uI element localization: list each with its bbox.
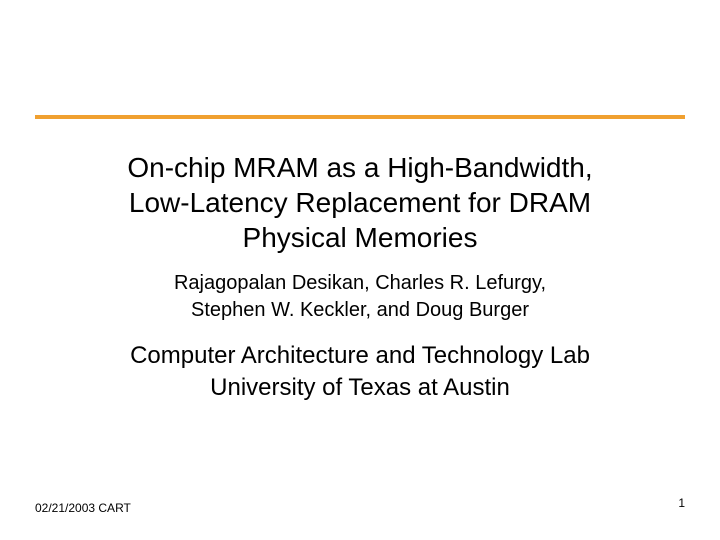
- title-line-1: On-chip MRAM as a High-Bandwidth,: [127, 152, 592, 183]
- authors-line-2: Stephen W. Keckler, and Doug Burger: [191, 299, 529, 321]
- footer-date: 02/21/2003 CART: [35, 501, 131, 515]
- affil-line-1: Computer Architecture and Technology Lab: [130, 342, 590, 369]
- affiliation: Computer Architecture and Technology Lab…: [80, 340, 640, 405]
- title-line-3: Physical Memories: [243, 222, 478, 253]
- affil-line-2: University of Texas at Austin: [210, 374, 510, 401]
- authors: Rajagopalan Desikan, Charles R. Lefurgy,…: [80, 270, 640, 324]
- authors-line-1: Rajagopalan Desikan, Charles R. Lefurgy,: [174, 272, 546, 294]
- title-line-2: Low-Latency Replacement for DRAM: [129, 187, 591, 218]
- divider-rule: [35, 115, 685, 119]
- page-number: 1: [678, 496, 685, 510]
- slide: On-chip MRAM as a High-Bandwidth, Low-La…: [0, 0, 720, 540]
- slide-title: On-chip MRAM as a High-Bandwidth, Low-La…: [80, 150, 640, 255]
